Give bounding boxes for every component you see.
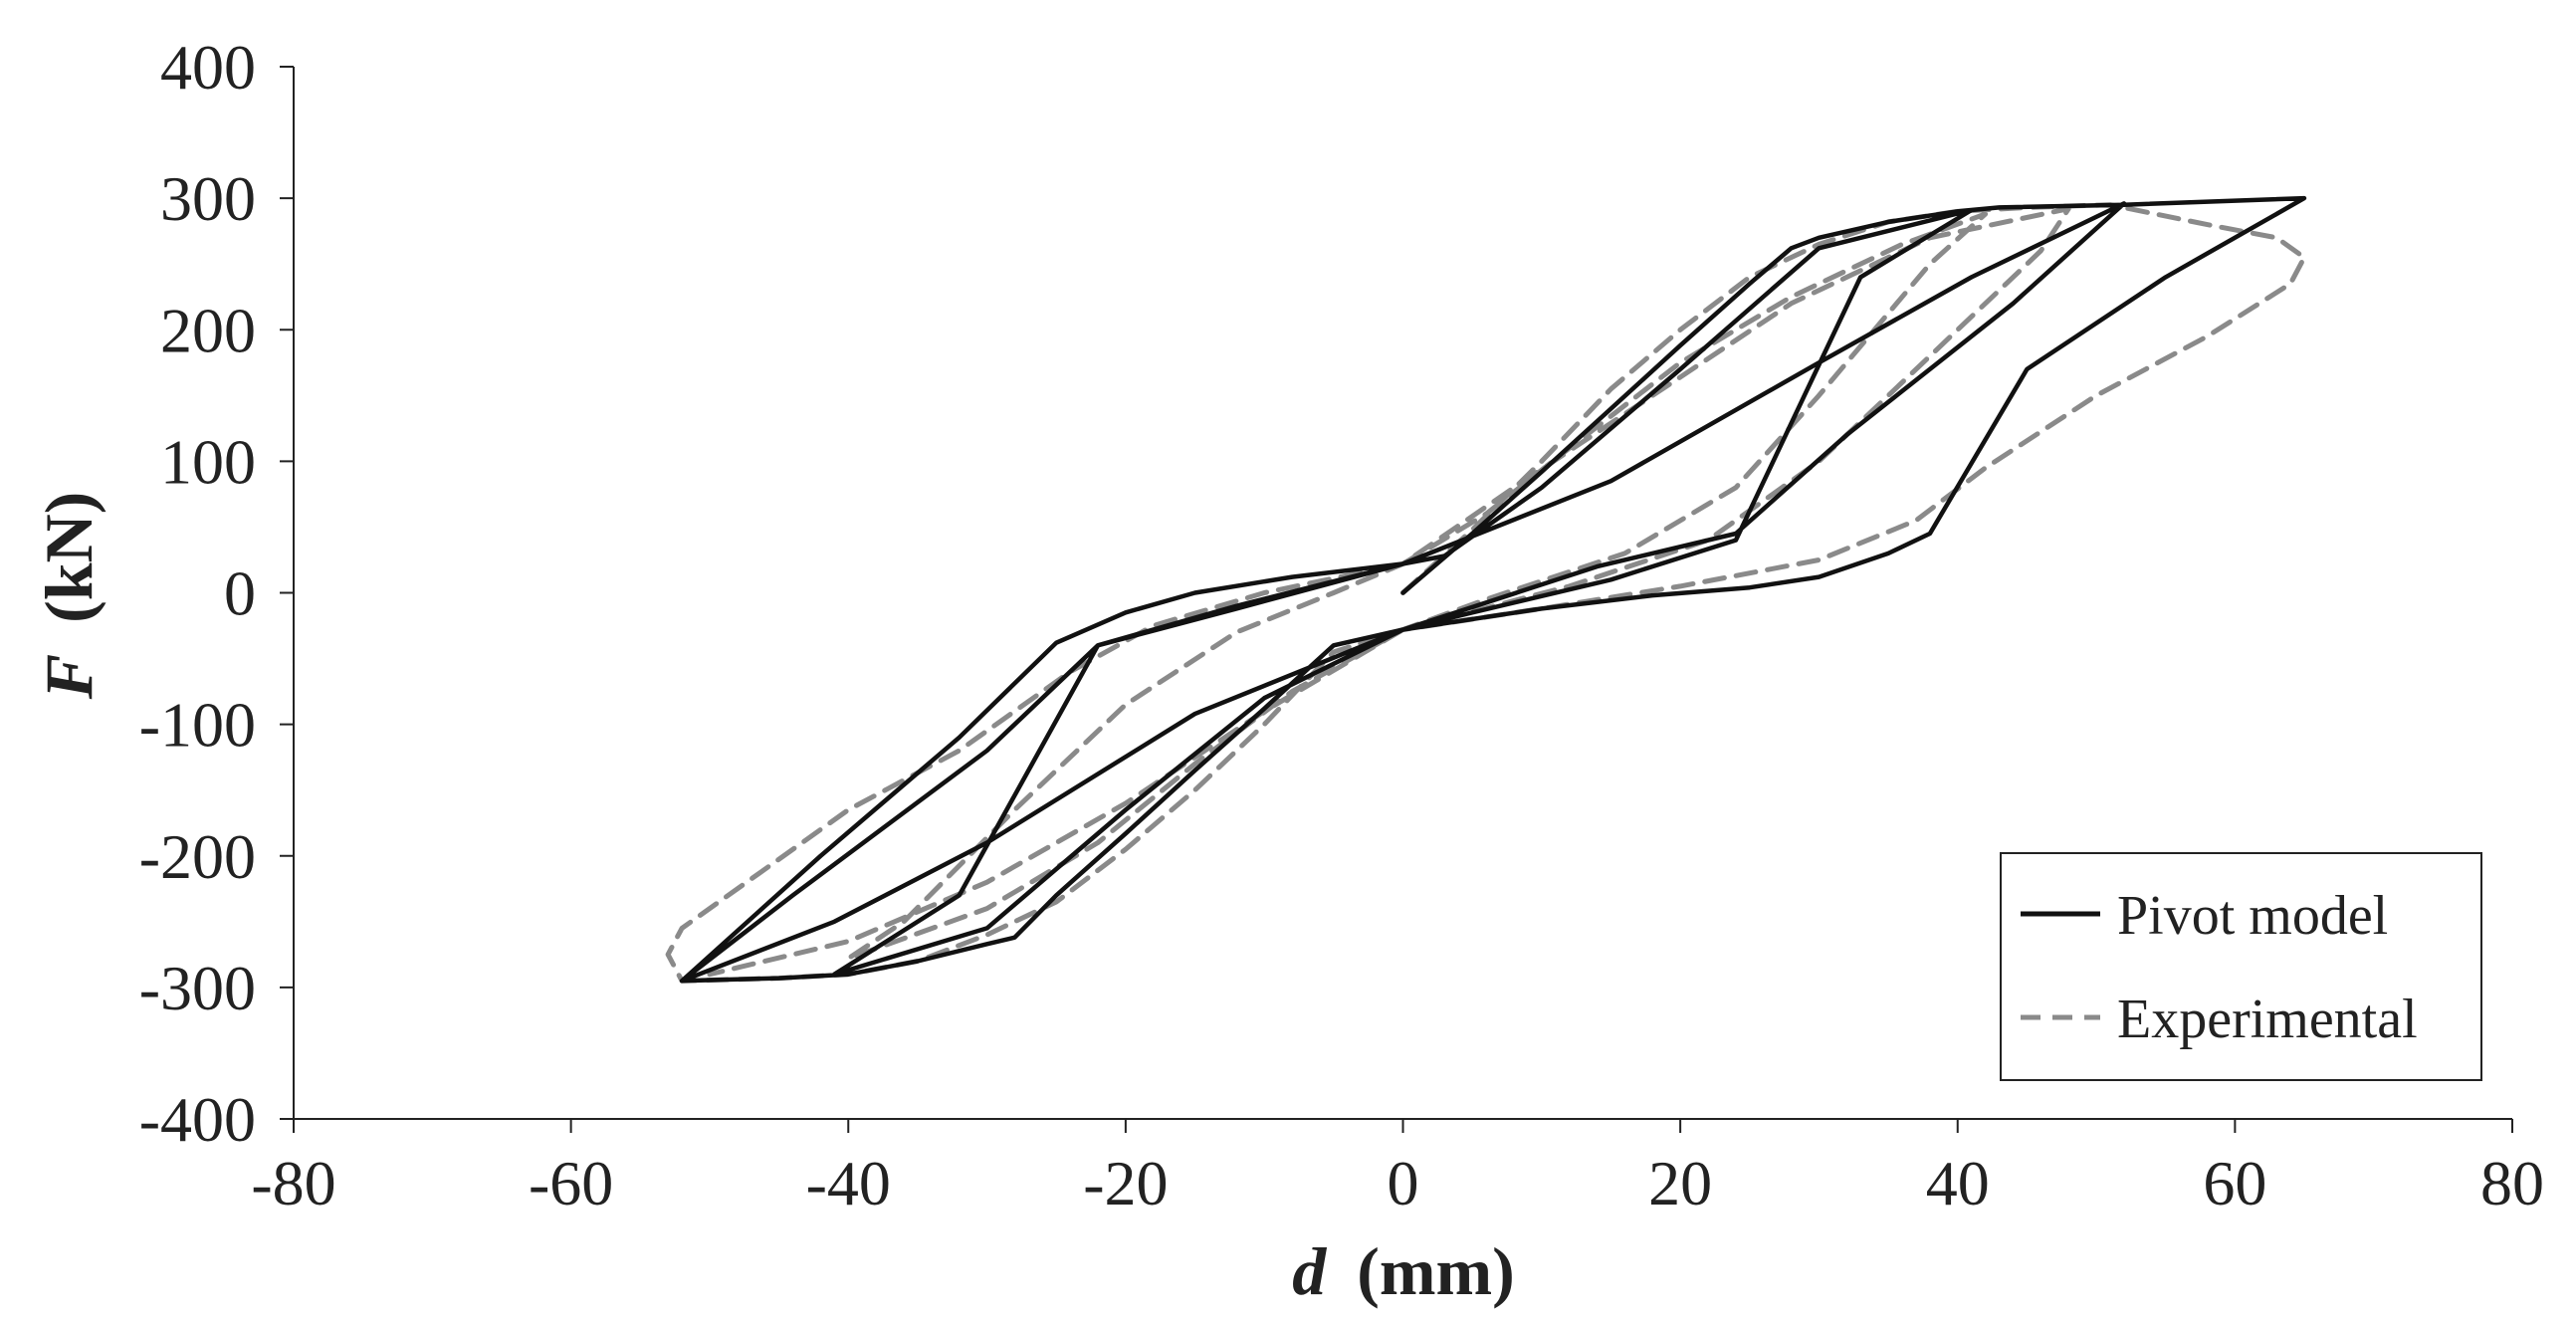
legend-label-experimental: Experimental	[2117, 989, 2418, 1050]
x-tick-label: -40	[806, 1148, 891, 1218]
x-axis-var: d	[1292, 1233, 1327, 1309]
y-tick-label: -200	[139, 821, 256, 892]
y-tick-label: 400	[160, 32, 256, 103]
x-tick-label: 0	[1388, 1148, 1419, 1218]
x-axis-title: d (mm)	[1292, 1233, 1515, 1309]
y-tick-label: -400	[139, 1084, 256, 1155]
x-tick-label: -60	[529, 1148, 613, 1218]
legend-label-pivot-model: Pivot model	[2117, 885, 2388, 947]
legend: Pivot model Experimental	[2000, 852, 2482, 1081]
x-tick-label: -80	[251, 1148, 335, 1218]
y-ticks: 400 300 200 100 0 -100 -200 -300 -400	[139, 32, 294, 1155]
y-axis-var: F	[31, 654, 107, 700]
y-tick-label: 200	[160, 295, 256, 365]
x-tick-label: 20	[1648, 1148, 1712, 1218]
series-line-pivot-model	[679, 195, 2307, 984]
series-layer	[665, 195, 2307, 984]
series-line-experimental	[665, 202, 2307, 984]
y-axis-title: F (kN)	[31, 492, 107, 701]
x-tick-label: 60	[2203, 1148, 2266, 1218]
x-tick-label: -20	[1083, 1148, 1168, 1218]
y-tick-label: -300	[139, 953, 256, 1023]
y-tick-label: 300	[160, 163, 256, 234]
x-tick-label: 80	[2480, 1148, 2544, 1218]
x-ticks: -80 -60 -40 -20 0 20 40 60 80	[251, 1119, 2544, 1218]
y-tick-label: 100	[160, 426, 256, 497]
y-tick-label: -100	[139, 690, 256, 761]
y-axis-unit: (kN)	[31, 492, 107, 623]
y-tick-label: 0	[224, 558, 256, 629]
legend-box	[2000, 852, 2482, 1081]
x-axis-unit: (mm)	[1357, 1233, 1515, 1309]
x-tick-label: 40	[1926, 1148, 1990, 1218]
